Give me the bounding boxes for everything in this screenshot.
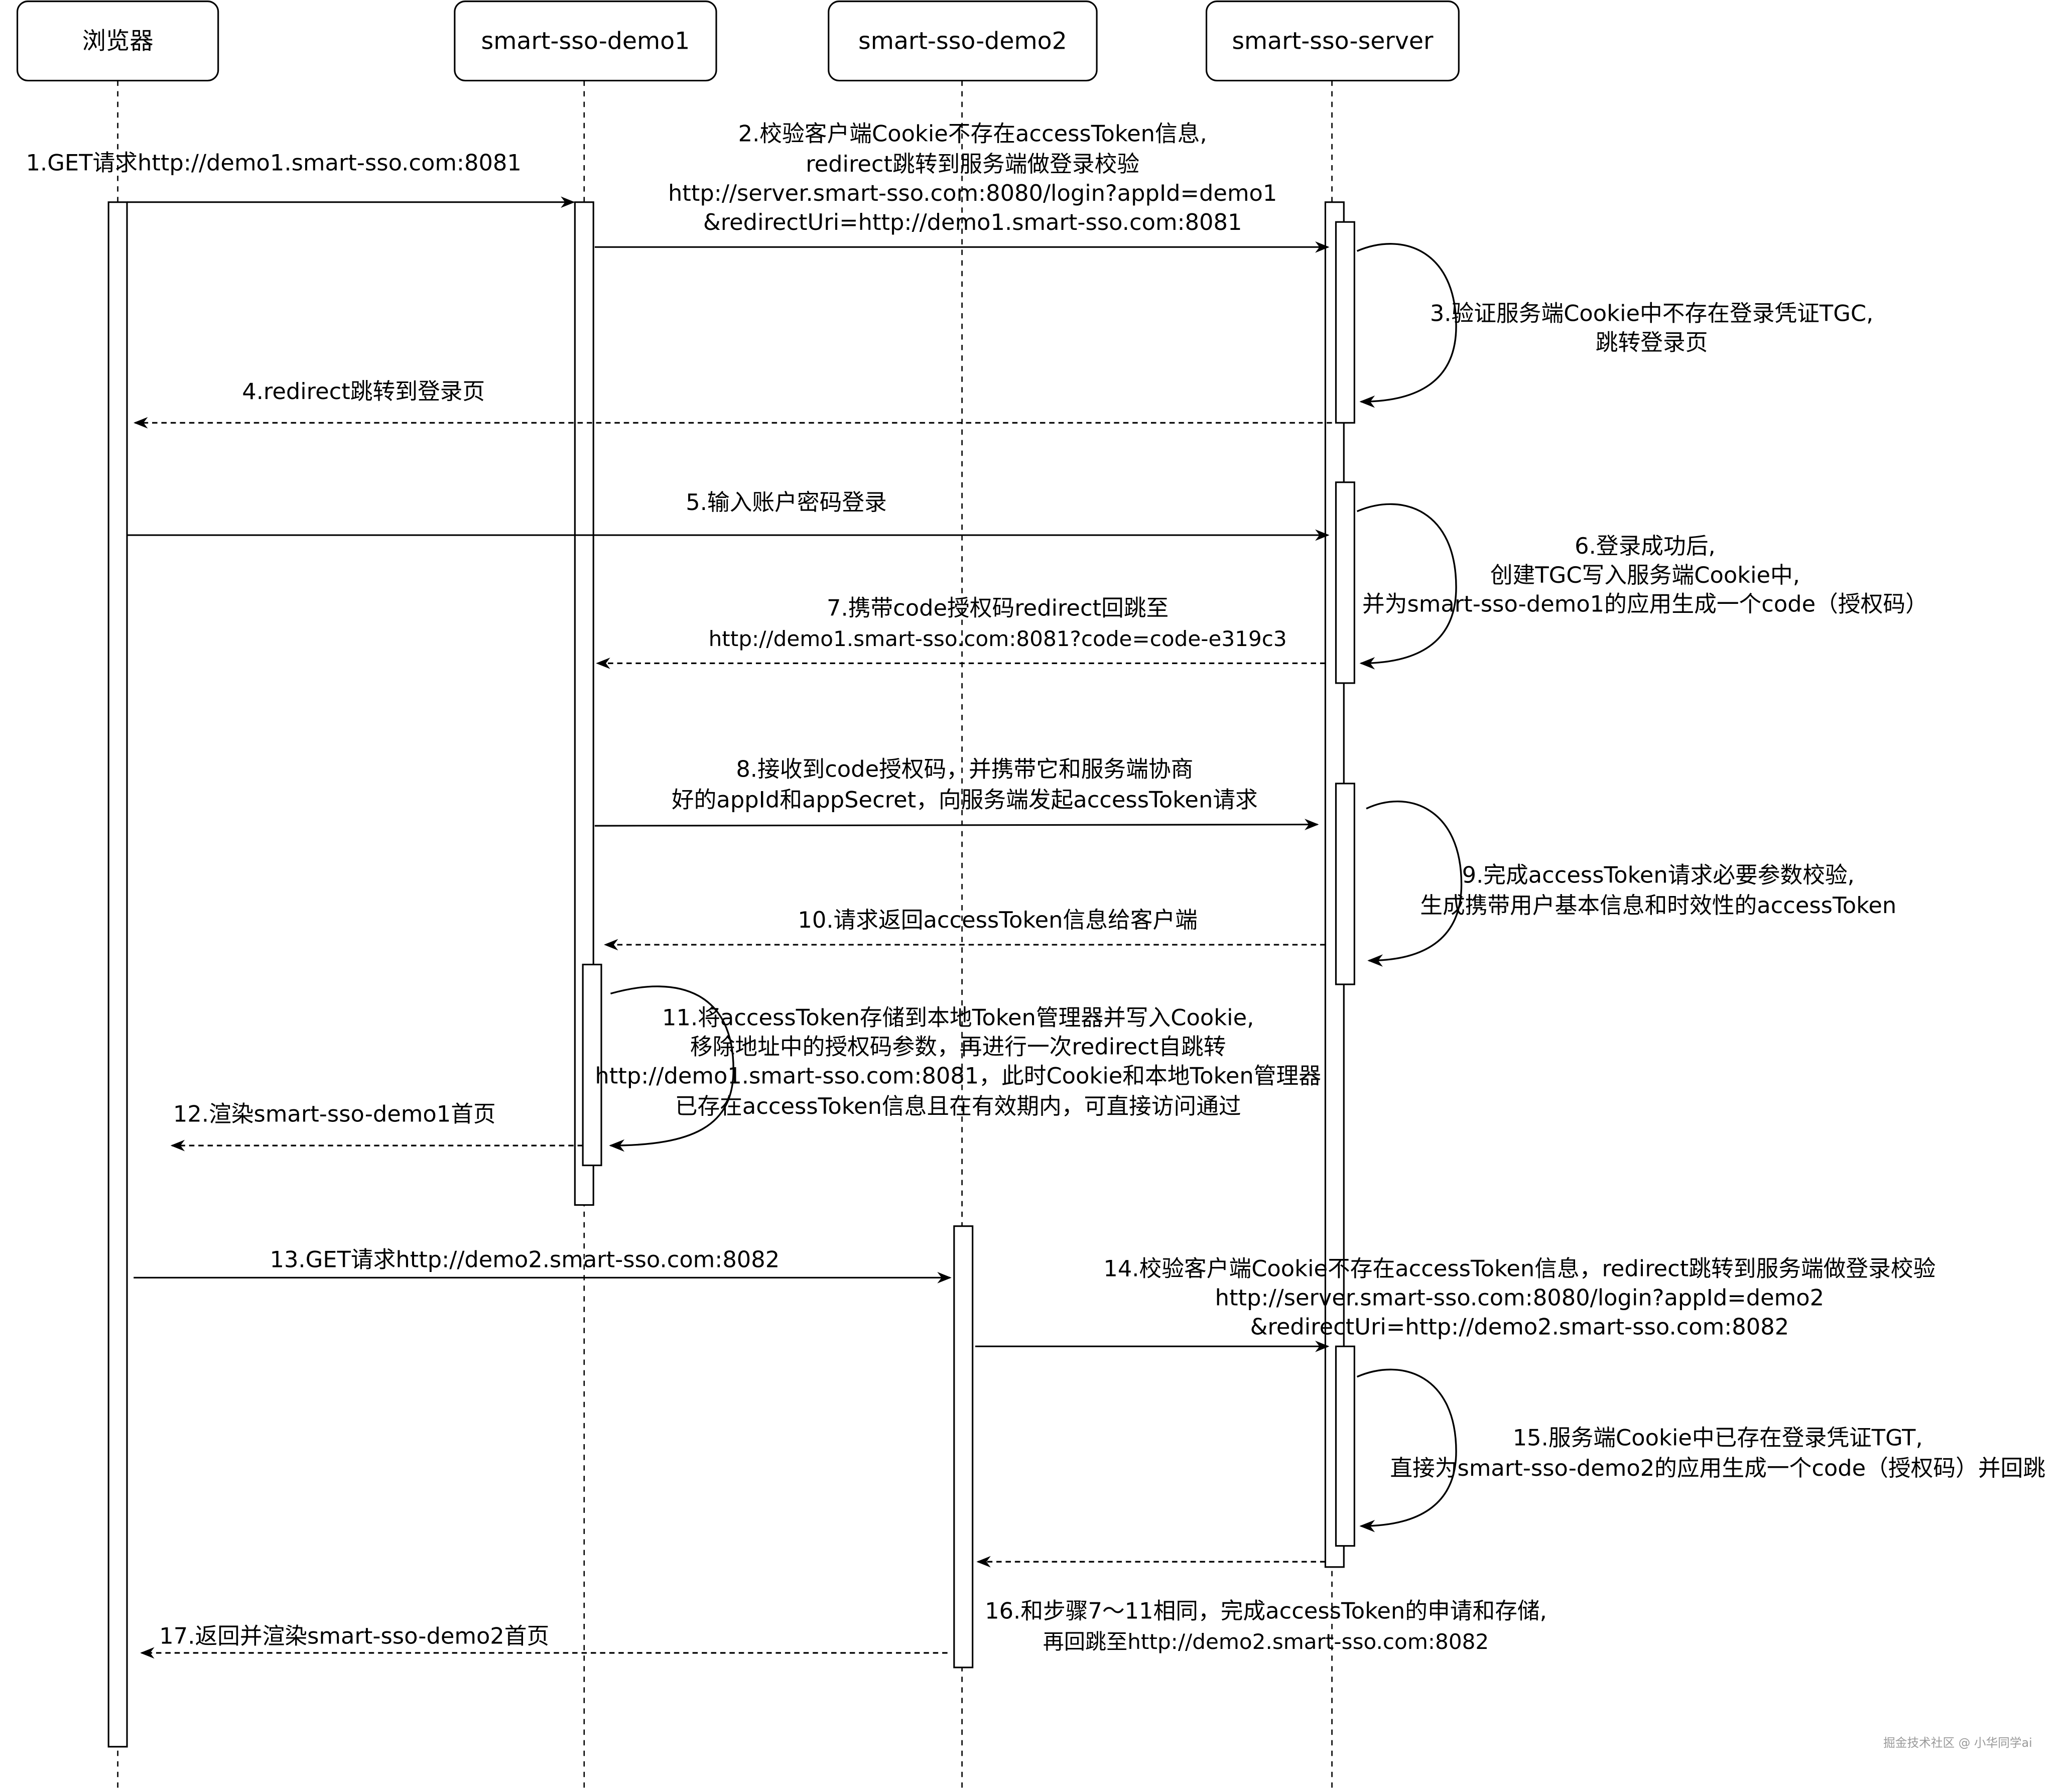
message-9: 9.完成accessToken请求必要参数校验, 生成携带用户基本信息和时效性的a… — [1366, 801, 1896, 967]
message-label: 6.登录成功后, — [1575, 533, 1716, 559]
watermark: 掘金技术社区 @ 小华同学ai — [1883, 1736, 2032, 1750]
message-label: 13.GET请求http://demo2.smart-sso.com:8082 — [270, 1246, 780, 1272]
participant-box[interactable]: smart-sso-demo2 — [828, 1, 1098, 82]
message-label: 15.服务端Cookie中已存在登录凭证TGT, — [1513, 1425, 1923, 1451]
message-arrow — [594, 819, 1319, 830]
message-16: 16.和步骤7～11相同，完成accessToken的申请和存储, 再回跳至htt… — [976, 1556, 1547, 1654]
message-label: http://demo1.smart-sso.com:8081?code=cod… — [709, 626, 1287, 651]
participant-label: smart-sso-server — [1232, 27, 1434, 55]
message-14: 14.校验客户端Cookie不存在accessToken信息，redirect跳… — [975, 1255, 1935, 1352]
message-label: 17.返回并渲染smart-sso-demo2首页 — [159, 1622, 549, 1649]
message-3: 3.验证服务端Cookie中不存在登录凭证TGC,跳转登录页 — [1356, 243, 1874, 408]
message-label: 生成携带用户基本信息和时效性的accessToken — [1420, 892, 1896, 919]
self-call-arrow — [1366, 801, 1463, 967]
message-label: http://server.smart-sso.com:8080/login?a… — [668, 180, 1277, 206]
message-label: 5.输入账户密码登录 — [686, 489, 887, 516]
self-call-arrow — [1356, 243, 1457, 408]
activation-bar — [1335, 783, 1355, 985]
message-1: 1.GET请求http://demo1.smart-sso.com:8081 — [26, 150, 575, 208]
self-call-arrow — [609, 985, 734, 1152]
message-label: 跳转登录页 — [1596, 329, 1708, 356]
message-label: redirect跳转到服务端做登录校验 — [806, 151, 1139, 177]
message-17: 17.返回并渲染smart-sso-demo2首页 — [140, 1622, 948, 1659]
participant-box[interactable]: smart-sso-demo1 — [454, 1, 717, 82]
message-label: 并为smart-sso-demo1的应用生成一个code（授权码） — [1362, 591, 1928, 617]
message-label: 已存在accessToken信息且在有效期内，可直接访问通过 — [675, 1093, 1241, 1119]
activation-bar — [107, 201, 128, 1748]
message-label: &redirectUri=http://demo1.smart-sso.com:… — [703, 209, 1242, 235]
activation-bar — [1335, 221, 1355, 424]
self-call-arrow — [1356, 503, 1457, 670]
message-13: 13.GET请求http://demo2.smart-sso.com:8082 — [134, 1246, 952, 1284]
participant-box[interactable]: 浏览器 — [16, 1, 219, 82]
message-label: 11.将accessToken存储到本地Token管理器并写入Cookie, — [662, 1004, 1254, 1031]
message-6: 6.登录成功后, 创建TGC写入服务端Cookie中, 并为smart-sso-de… — [1356, 503, 1928, 670]
message-10: 10.请求返回accessToken信息给客户端 — [604, 907, 1326, 951]
message-15: 15.服务端Cookie中已存在登录凭证TGT, 直接为smart-sso-dem… — [1356, 1368, 2045, 1532]
message-label: 10.请求返回accessToken信息给客户端 — [798, 907, 1198, 933]
message-label: 再回跳至http://demo2.smart-sso.com:8082 — [1043, 1629, 1489, 1654]
activation-bar — [582, 963, 602, 1167]
message-label: 创建TGC写入服务端Cookie中, — [1490, 562, 1800, 588]
message-12: 12.渲染smart-sso-demo1首页 — [170, 1101, 583, 1152]
message-label: 直接为smart-sso-demo2的应用生成一个code（授权码）并回跳 — [1390, 1455, 2045, 1481]
self-call-arrow — [1356, 1368, 1457, 1532]
message-label: 7.携带code授权码redirect回跳至 — [827, 595, 1169, 621]
message-5: 5.输入账户密码登录 — [127, 489, 1330, 541]
message-label: http://demo1.smart-sso.com:8081，此时Cookie… — [595, 1062, 1321, 1089]
activation-bar — [1335, 481, 1355, 684]
message-2: 2.校验客户端Cookie不存在accessToken信息, redirect跳转… — [594, 120, 1330, 253]
message-label: 14.校验客户端Cookie不存在accessToken信息，redirect跳… — [1103, 1255, 1935, 1282]
participant-box[interactable]: smart-sso-server — [1205, 1, 1460, 82]
message-label: 8.接收到code授权码，并携带它和服务端协商 — [736, 756, 1193, 783]
message-label: 3.验证服务端Cookie中不存在登录凭证TGC, — [1430, 300, 1874, 327]
participant-label: smart-sso-demo1 — [481, 27, 690, 55]
message-label: 移除地址中的授权码参数，再进行一次redirect自跳转 — [690, 1033, 1226, 1060]
message-11: 11.将accessToken存储到本地Token管理器并写入Cookie,移除… — [595, 985, 1321, 1152]
message-label: 1.GET请求http://demo1.smart-sso.com:8081 — [26, 150, 522, 176]
message-label: 9.完成accessToken请求必要参数校验, — [1462, 861, 1855, 888]
message-label: 16.和步骤7～11相同，完成accessToken的申请和存储, — [985, 1597, 1547, 1624]
message-label: 12.渲染smart-sso-demo1首页 — [173, 1101, 496, 1127]
message-8: 8.接收到code授权码，并携带它和服务端协商好的appId和appSecret… — [594, 756, 1319, 830]
message-label: http://server.smart-sso.com:8080/login?a… — [1215, 1285, 1824, 1311]
activation-bar — [953, 1225, 974, 1669]
message-label: 4.redirect跳转到登录页 — [242, 378, 485, 405]
activation-bar — [1335, 1345, 1355, 1547]
message-4: 4.redirect跳转到登录页 — [133, 378, 1332, 429]
message-7: 7.携带code授权码redirect回跳至 http://demo1.smart… — [596, 595, 1326, 669]
message-label: 好的appId和appSecret，向服务端发起accessToken请求 — [672, 786, 1258, 813]
message-label: 2.校验客户端Cookie不存在accessToken信息, — [738, 120, 1207, 147]
message-label: &redirectUri=http://demo2.smart-sso.com:… — [1250, 1314, 1789, 1340]
participant-label: smart-sso-demo2 — [858, 27, 1067, 55]
participant-label: 浏览器 — [82, 27, 154, 55]
